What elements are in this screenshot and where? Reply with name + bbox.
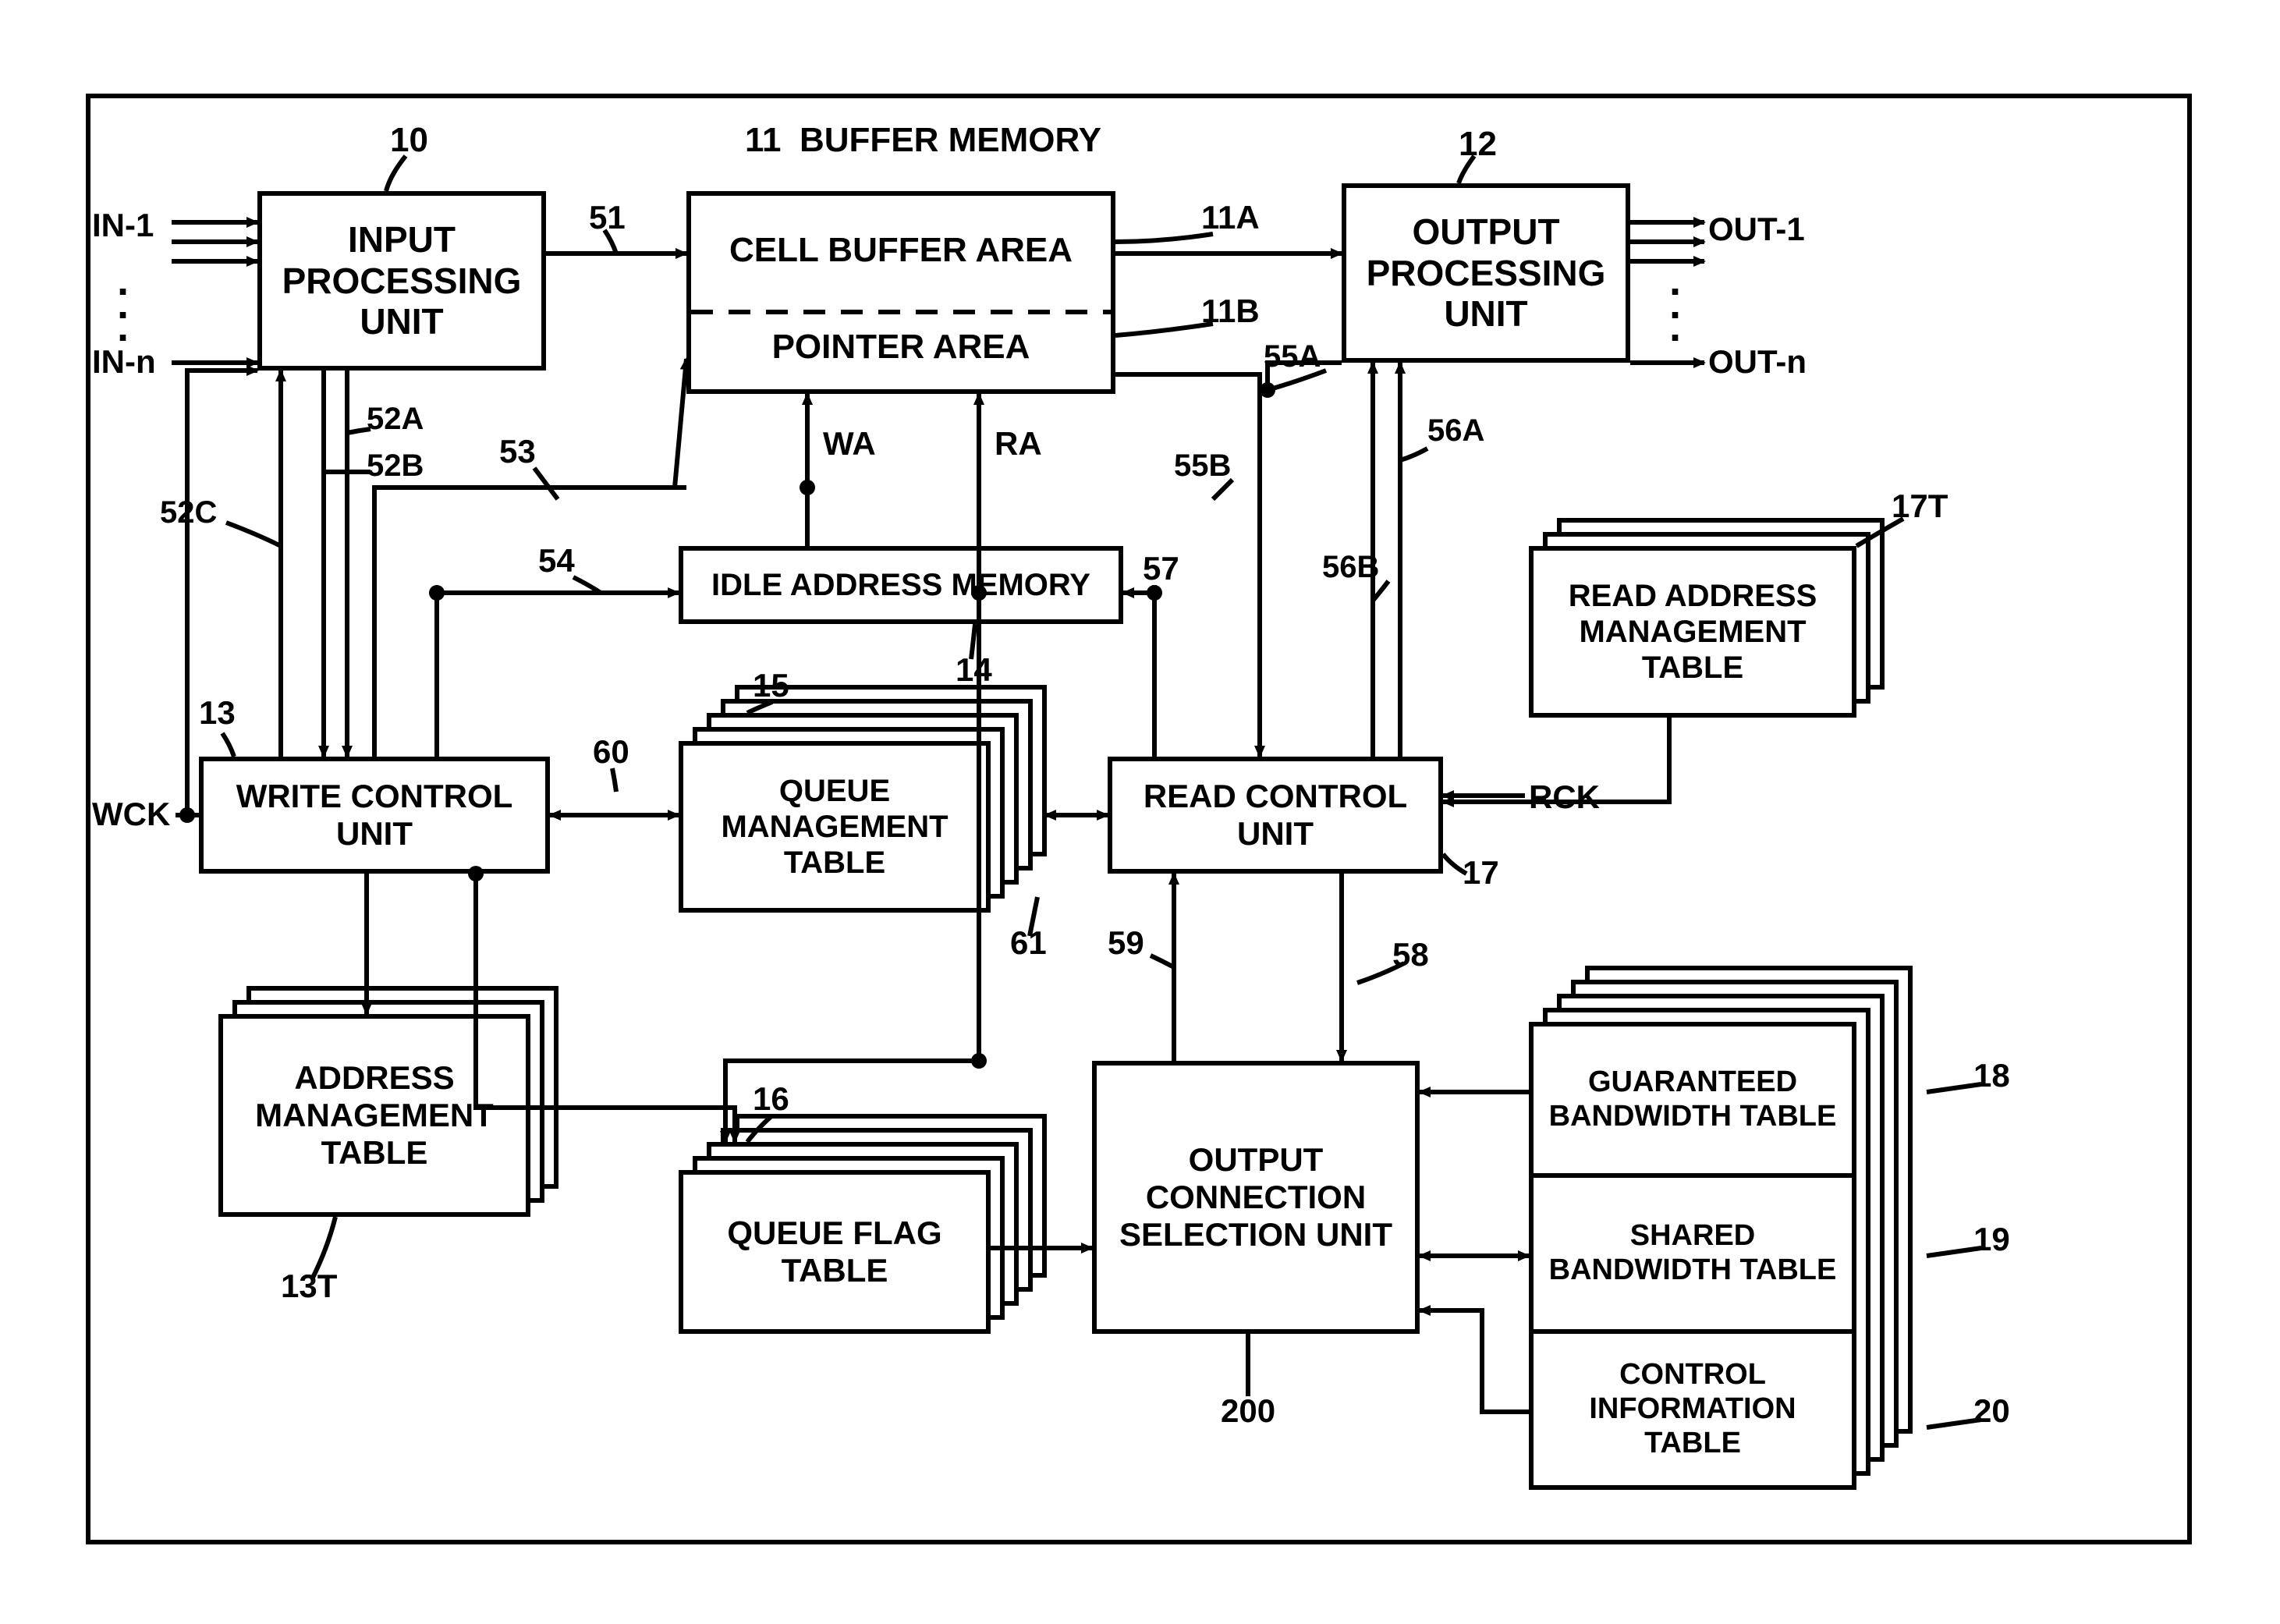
block-output-processing-unit: OUTPUT PROCESSING UNIT — [1342, 183, 1630, 363]
ref-12: 12 — [1459, 125, 1497, 164]
block-control-information-table: CONTROL INFORMATION TABLE — [1529, 1334, 1856, 1490]
block-address-mgmt-table: ADDRESS MANAGEMENT TABLE — [218, 1014, 530, 1217]
cell-buffer-label: CELL BUFFER AREA — [729, 231, 1073, 271]
ref-54: 54 — [538, 542, 575, 580]
block-label: IDLE ADDRESS MEMORY — [711, 567, 1090, 603]
ref-20: 20 — [1973, 1392, 2010, 1430]
ellipsis-icon: ··· — [117, 281, 131, 350]
ref-18: 18 — [1973, 1057, 2010, 1094]
ref-56A: 56A — [1427, 413, 1484, 449]
block-label: READ CONTROL UNIT — [1117, 778, 1434, 853]
ref-13T: 13T — [281, 1268, 337, 1305]
ref-57: 57 — [1143, 550, 1179, 587]
ref-RA: RA — [995, 425, 1042, 463]
ref-59: 59 — [1108, 924, 1144, 962]
ref-19: 19 — [1973, 1221, 2010, 1258]
ref-51: 51 — [589, 199, 626, 236]
diagram-stage: INPUT PROCESSING UNIT CELL BUFFER AREA P… — [0, 0, 2280, 1624]
block-read-control-unit: READ CONTROL UNIT — [1108, 757, 1443, 874]
ref-14: 14 — [956, 651, 992, 689]
ref-61: 61 — [1010, 924, 1047, 962]
block-label: QUEUE FLAG TABLE — [688, 1214, 981, 1290]
ref-15: 15 — [753, 667, 789, 704]
block-queue-management-table: QUEUE MANAGEMENT TABLE — [679, 741, 991, 913]
block-shared-bandwidth-table: SHARED BANDWIDTH TABLE — [1529, 1178, 1856, 1334]
block-idle-address-memory: IDLE ADDRESS MEMORY — [679, 546, 1123, 624]
port-wck: WCK — [92, 796, 170, 833]
ref-52B: 52B — [367, 449, 424, 484]
ref-11m: BUFFER MEMORY — [800, 121, 1101, 160]
block-write-control-unit: WRITE CONTROL UNIT — [199, 757, 550, 874]
ellipsis-icon: ··· — [1669, 281, 1683, 350]
block-output-connection-selection-unit: OUTPUT CONNECTION SELECTION UNIT — [1092, 1061, 1420, 1334]
ref-52A: 52A — [367, 402, 424, 437]
block-label: GUARANTEED BANDWIDTH TABLE — [1538, 1066, 1847, 1133]
port-rck: RCK — [1529, 778, 1600, 816]
ref-13: 13 — [199, 694, 236, 732]
port-out1: OUT-1 — [1708, 211, 1805, 248]
block-read-address-mgmt-table: READ ADDRESS MANAGEMENT TABLE — [1529, 546, 1856, 718]
ref-52C: 52C — [160, 495, 217, 530]
ref-17T: 17T — [1892, 488, 1948, 525]
block-label: QUEUE MANAGEMENT TABLE — [688, 773, 981, 881]
ref-11: 11 — [745, 121, 782, 160]
ref-200: 200 — [1221, 1392, 1275, 1430]
block-label: OUTPUT CONNECTION SELECTION UNIT — [1101, 1141, 1410, 1254]
ref-11B: 11B — [1201, 293, 1260, 330]
block-pointer-area: POINTER AREA — [691, 305, 1111, 389]
ref-58: 58 — [1392, 936, 1429, 973]
block-label: SHARED BANDWIDTH TABLE — [1538, 1219, 1847, 1287]
ref-10: 10 — [390, 121, 428, 160]
ref-53: 53 — [499, 433, 536, 470]
port-in1: IN-1 — [92, 207, 154, 244]
block-input-processing-unit: INPUT PROCESSING UNIT — [257, 191, 546, 371]
block-label: OUTPUT PROCESSING UNIT — [1351, 211, 1621, 335]
ref-60: 60 — [593, 733, 629, 771]
block-queue-flag-table: QUEUE FLAG TABLE — [679, 1170, 991, 1334]
ref-55A: 55A — [1264, 339, 1321, 374]
ref-55B: 55B — [1174, 449, 1231, 484]
ref-17: 17 — [1463, 854, 1499, 892]
ref-11A: 11A — [1201, 199, 1260, 236]
block-label: WRITE CONTROL UNIT — [208, 778, 541, 853]
ref-WA: WA — [823, 425, 876, 463]
block-cell-buffer-area: CELL BUFFER AREA — [691, 196, 1111, 305]
port-outn: OUT-n — [1708, 343, 1807, 381]
block-label: READ ADDRESS MANAGEMENT TABLE — [1538, 578, 1847, 686]
ref-56B: 56B — [1322, 550, 1379, 585]
pointer-area-label: POINTER AREA — [772, 328, 1030, 367]
block-label: ADDRESS MANAGEMENT TABLE — [228, 1059, 521, 1172]
ref-16: 16 — [753, 1080, 789, 1118]
block-label: INPUT PROCESSING UNIT — [267, 219, 537, 343]
block-buffer-memory: CELL BUFFER AREA POINTER AREA — [686, 191, 1115, 394]
block-guaranteed-bandwidth-table: GUARANTEED BANDWIDTH TABLE — [1529, 1022, 1856, 1178]
block-label: CONTROL INFORMATION TABLE — [1538, 1358, 1847, 1460]
